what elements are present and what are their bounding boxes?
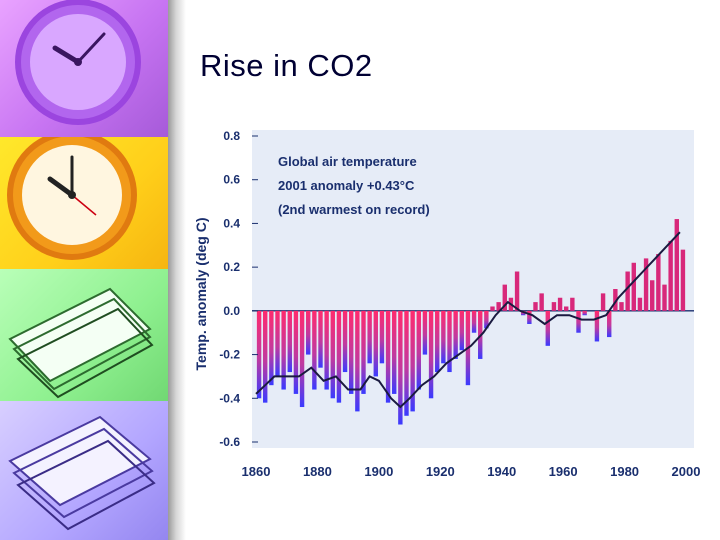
- anomaly-bar: [263, 310, 268, 403]
- y-tick-label: 0.4: [223, 216, 240, 230]
- anomaly-bar: [484, 310, 489, 329]
- bars-layer: [256, 219, 686, 425]
- anomaly-bar: [570, 297, 575, 311]
- y-tick-label: -0.6: [219, 435, 240, 449]
- smoothed-line-layer: [255, 231, 681, 409]
- y-tick-label: 0.6: [223, 173, 240, 187]
- clock-photo-purple: [0, 0, 168, 137]
- decorative-photo-strip: [0, 0, 168, 540]
- anomaly-bar: [330, 310, 335, 399]
- anomaly-bar: [662, 284, 667, 311]
- anomaly-bar: [496, 302, 501, 311]
- anomaly-bar: [318, 310, 323, 368]
- anomaly-bar: [564, 306, 569, 311]
- anomaly-bar: [367, 310, 372, 364]
- anomaly-bar: [490, 306, 495, 311]
- anomaly-bar: [637, 297, 643, 311]
- anomaly-bar: [447, 310, 452, 373]
- anomaly-bar: [607, 310, 612, 338]
- anomaly-bar: [600, 293, 606, 311]
- chart-annotation: Global air temperature 2001 anomaly +0.4…: [278, 154, 430, 217]
- x-tick-label: 1960: [549, 464, 578, 479]
- anomaly-bar: [398, 310, 403, 425]
- slide-title: Rise in CO2: [200, 48, 373, 83]
- anomaly-bar: [422, 310, 428, 355]
- anomaly-bar: [299, 310, 305, 408]
- axis-layer: -0.6 -0.4 -0.2 0.0 0.2 0.4 0.6 0.8 1860 1880 1900 1…: [219, 129, 700, 479]
- anomaly-bar: [582, 310, 587, 316]
- anomaly-bar: [373, 310, 378, 377]
- smoothed-series-line: [255, 231, 681, 409]
- anomaly-bar: [459, 310, 464, 351]
- x-tick-label: 1900: [364, 464, 393, 479]
- y-axis-label: Temp. anomaly (deg C): [193, 218, 209, 371]
- x-tick-label: 1980: [610, 464, 639, 479]
- anomaly-bar: [342, 310, 348, 373]
- anomaly-bar: [643, 258, 649, 311]
- anomaly-bar: [361, 310, 366, 394]
- y-tick-label: -0.2: [219, 348, 240, 362]
- annotation-line-3: (2nd warmest on record): [278, 202, 430, 217]
- papers-photo-violet: [0, 401, 168, 540]
- y-tick-label: 0.0: [223, 304, 240, 318]
- anomaly-bar: [631, 262, 636, 311]
- anomaly-bar: [674, 219, 679, 311]
- anomaly-bar: [410, 310, 415, 412]
- anomaly-bar: [576, 310, 581, 333]
- anomaly-bar: [656, 254, 661, 311]
- x-tick-label: 1940: [487, 464, 516, 479]
- anomaly-bar: [668, 240, 673, 311]
- anomaly-bar: [680, 249, 686, 311]
- anomaly-bar: [287, 310, 292, 373]
- anomaly-bar: [545, 310, 550, 346]
- anomaly-bar: [514, 271, 520, 311]
- anomaly-bar: [404, 310, 409, 416]
- y-tick-label: 0.2: [223, 260, 240, 274]
- anomaly-bar: [650, 280, 655, 311]
- anomaly-bar: [502, 284, 507, 311]
- anomaly-bar: [269, 310, 274, 386]
- strip-shadow-divider: [168, 0, 186, 540]
- annotation-line-1: Global air temperature: [278, 154, 417, 169]
- anomaly-bar: [594, 310, 600, 342]
- anomaly-bar: [256, 310, 262, 399]
- anomaly-bar: [441, 310, 446, 364]
- anomaly-bar: [324, 310, 329, 390]
- anomaly-bar: [385, 310, 391, 403]
- anomaly-bar: [539, 293, 544, 311]
- anomaly-bar: [349, 310, 354, 394]
- y-tick-label: -0.4: [219, 391, 240, 405]
- anomaly-bar: [435, 310, 440, 373]
- x-tick-label: 1880: [303, 464, 332, 479]
- y-tick-label: 0.8: [223, 129, 240, 143]
- anomaly-bar: [551, 302, 557, 311]
- x-tick-label: 1920: [426, 464, 455, 479]
- anomaly-bar: [625, 271, 630, 311]
- anomaly-bar: [355, 310, 360, 412]
- anomaly-bar: [533, 302, 538, 311]
- anomaly-bar: [416, 310, 421, 390]
- anomaly-bar: [428, 310, 434, 399]
- anomaly-bar: [281, 310, 286, 390]
- anomaly-bar: [392, 310, 397, 394]
- anomaly-bar: [312, 310, 317, 390]
- anomaly-bar: [471, 310, 477, 333]
- anomaly-bar: [379, 310, 385, 364]
- papers-photo-green: [0, 269, 168, 401]
- annotation-line-2: 2001 anomaly +0.43°C: [278, 178, 415, 193]
- anomaly-bar: [613, 289, 618, 311]
- anomaly-bar: [293, 310, 299, 394]
- anomaly-bar: [619, 302, 624, 311]
- x-tick-label: 1860: [242, 464, 271, 479]
- anomaly-bar: [557, 297, 563, 311]
- anomaly-bar: [275, 310, 280, 377]
- anomaly-bar: [306, 310, 311, 355]
- clock-photo-orange: [0, 137, 168, 269]
- anomaly-bar: [527, 310, 532, 324]
- x-tick-label: 2000: [672, 464, 701, 479]
- anomaly-bar: [336, 310, 342, 403]
- plot-area: [252, 130, 694, 448]
- anomaly-bar: [453, 310, 458, 359]
- temperature-anomaly-chart: -0.6 -0.4 -0.2 0.0 0.2 0.4 0.6 0.8 1860 1880 1900 1…: [192, 124, 702, 484]
